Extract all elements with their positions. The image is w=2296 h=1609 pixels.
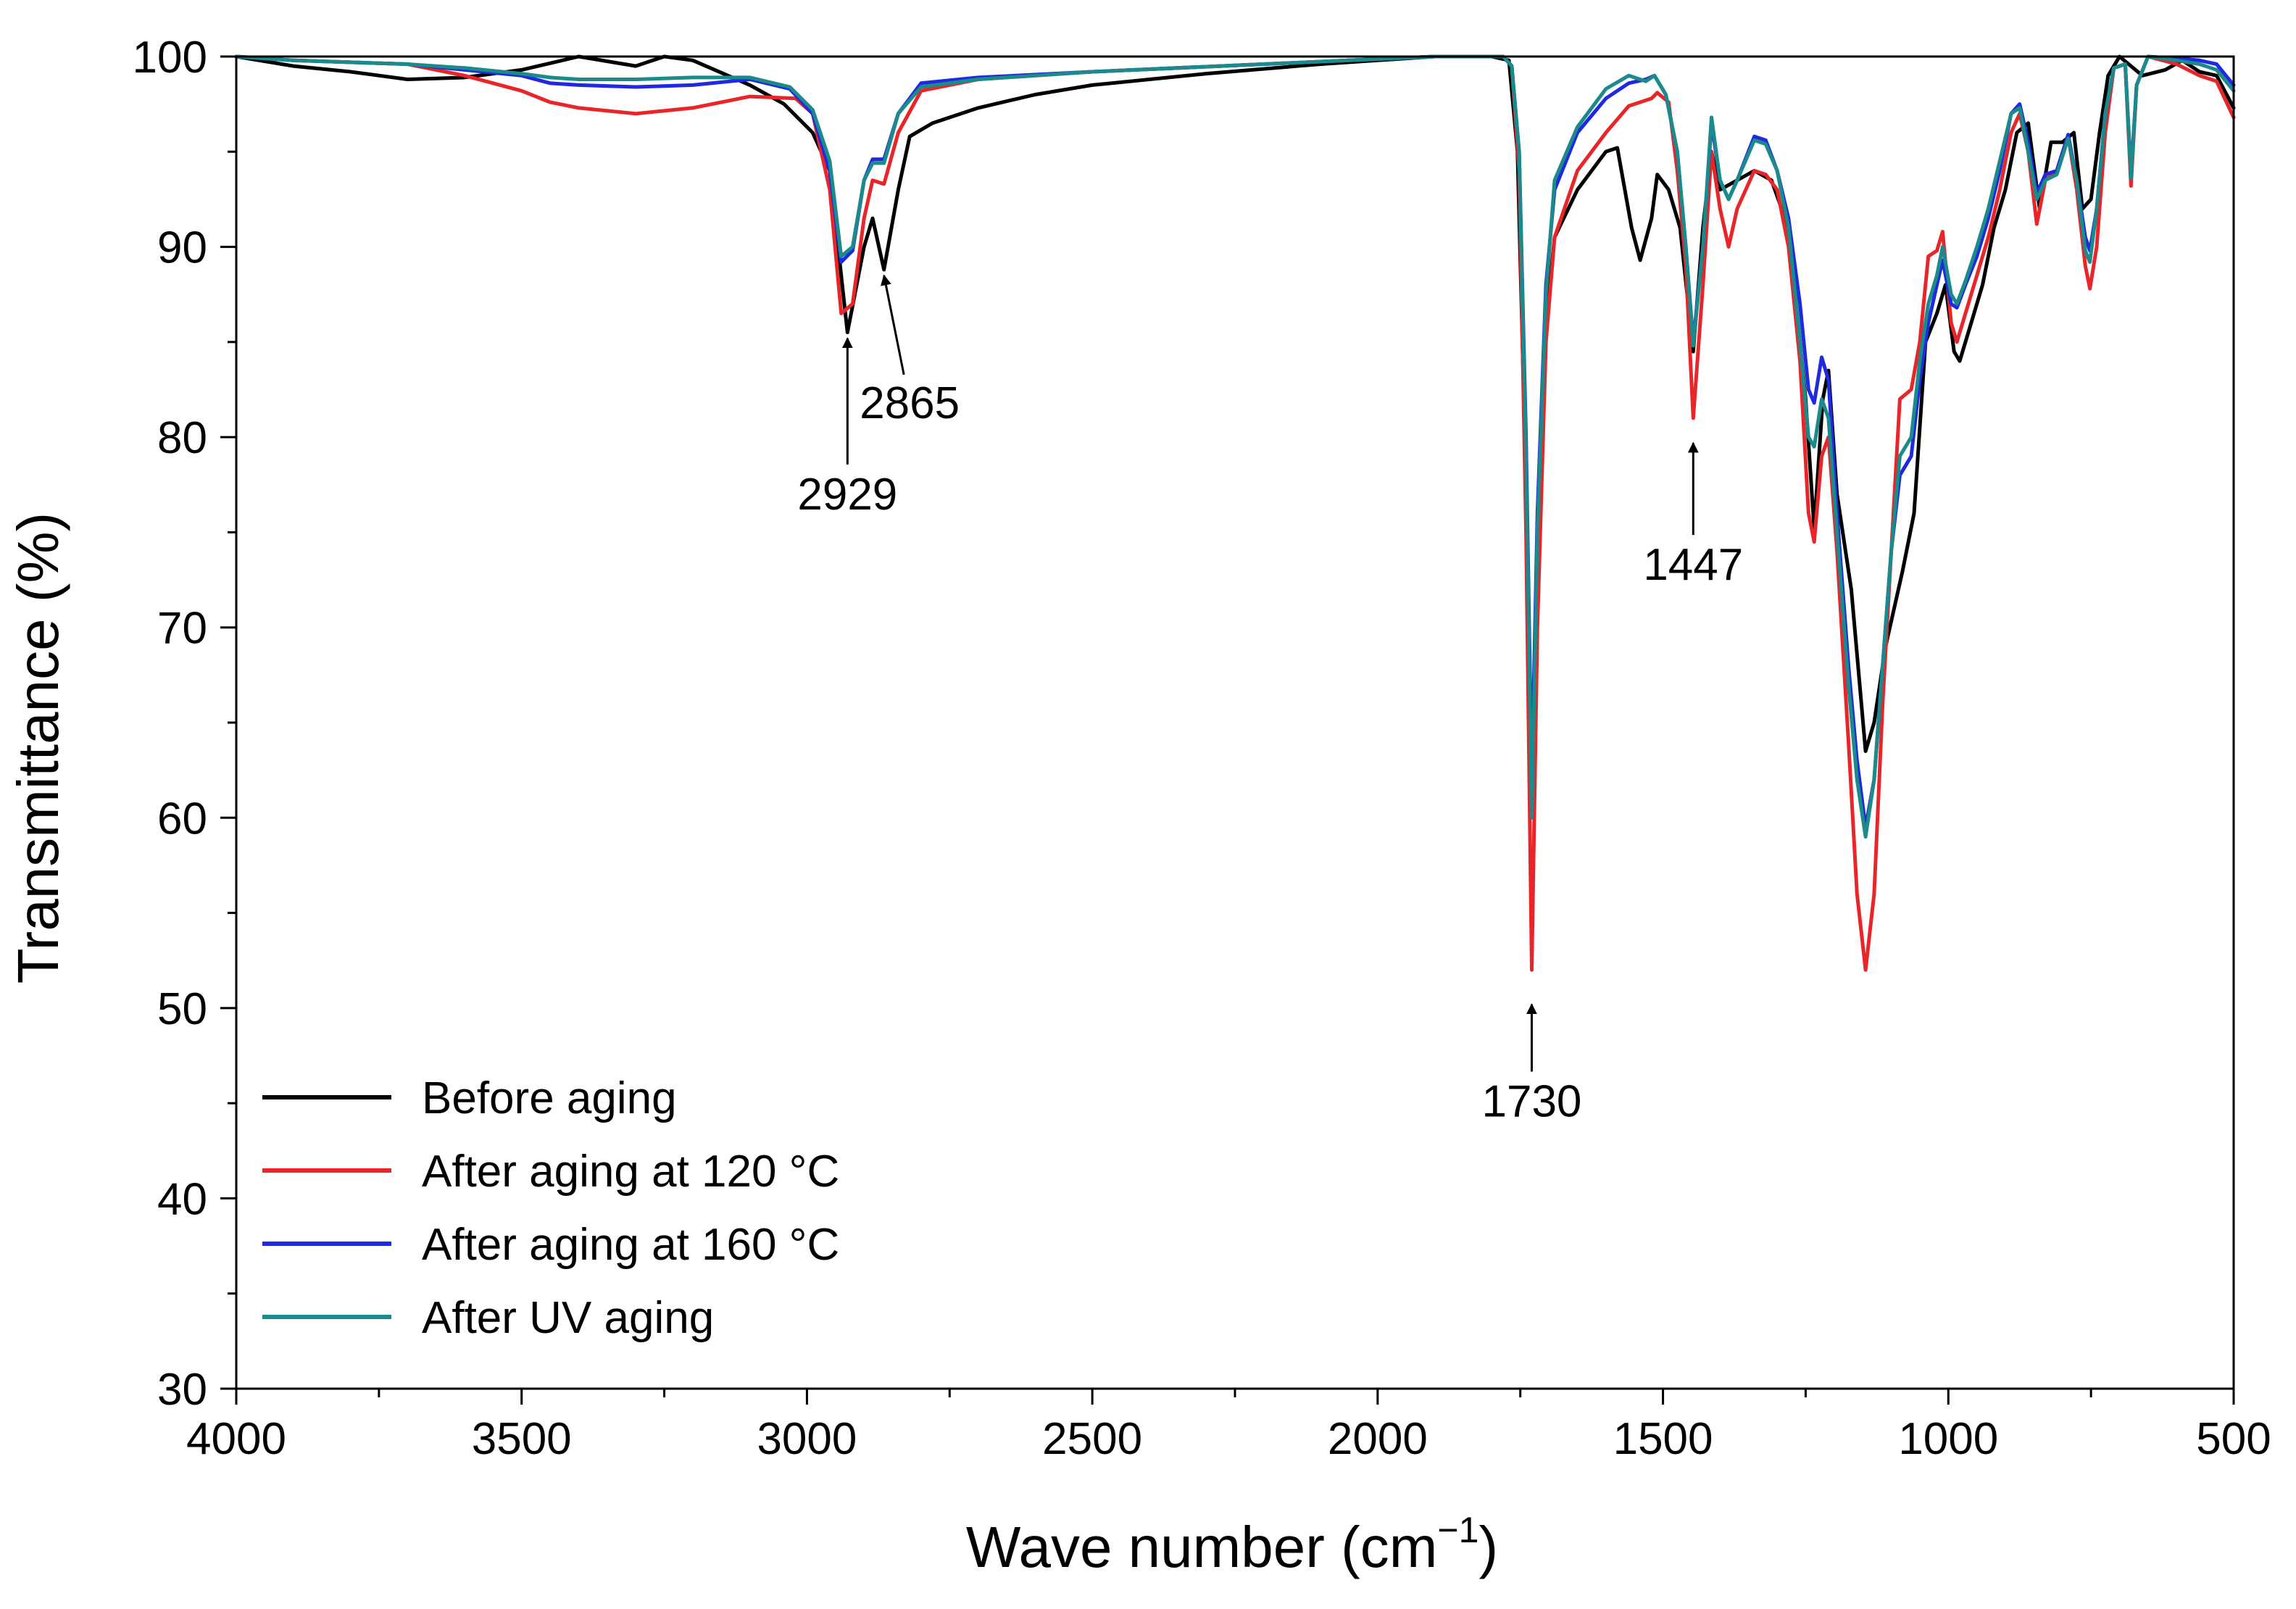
series-line-4 <box>234 54 2236 839</box>
legend-label-4: After UV aging <box>422 1293 714 1343</box>
y-tick-label: 30 <box>157 1365 207 1415</box>
legend: Before aging After aging at 120 °C After a… <box>262 1073 839 1343</box>
x-tick-label: 4000 <box>186 1414 286 1464</box>
series-line-2 <box>234 54 2236 972</box>
x-tick-label: 2000 <box>1328 1414 1428 1464</box>
y-tick-label: 80 <box>157 413 207 463</box>
annotation-label-1730: 1730 <box>1481 1077 1581 1127</box>
y-tick-label: 50 <box>157 984 207 1034</box>
y-axis-title: Transmittance (%) <box>6 512 70 984</box>
y-tick-label: 100 <box>133 33 207 83</box>
x-axis-title-superscript: −1 <box>1437 1510 1478 1550</box>
y-tick-label: 40 <box>157 1174 207 1224</box>
annotation-label-2865: 2865 <box>860 378 960 428</box>
peak-annotations: 2929 2865 1730 1447 <box>797 274 1743 1127</box>
x-tick-label: 3500 <box>472 1414 572 1464</box>
x-tick-label: 3000 <box>757 1414 857 1464</box>
y-tick-label: 90 <box>157 223 207 273</box>
annotation-label-1447: 1447 <box>1643 540 1743 590</box>
series-line-3 <box>234 54 2236 829</box>
x-tick-label: 2500 <box>1042 1414 1142 1464</box>
x-axis-title-close: ) <box>1478 1515 1498 1579</box>
legend-label-3: After aging at 160 °C <box>422 1220 839 1270</box>
series-line-1 <box>234 54 2236 810</box>
x-tick-label: 1500 <box>1613 1414 1713 1464</box>
legend-label-1: Before aging <box>422 1073 677 1123</box>
y-tick-label: 60 <box>157 794 207 844</box>
series-layer <box>234 54 2236 972</box>
annotation-label-2929: 2929 <box>797 470 897 520</box>
annotation-arrow-2865 <box>881 274 905 375</box>
y-tick-label: 70 <box>157 604 207 654</box>
legend-label-2: After aging at 120 °C <box>422 1147 839 1197</box>
x-tick-label: 1000 <box>1898 1414 1998 1464</box>
x-axis-title: Wave number (cm−1) <box>966 1510 1498 1579</box>
axis-ticks: 4000 3500 3000 2500 2000 1500 1000 500 30 40 50 60 7… <box>133 33 2271 1464</box>
x-tick-label: 500 <box>2196 1414 2271 1464</box>
x-axis-title-text: Wave number (cm <box>966 1515 1438 1579</box>
